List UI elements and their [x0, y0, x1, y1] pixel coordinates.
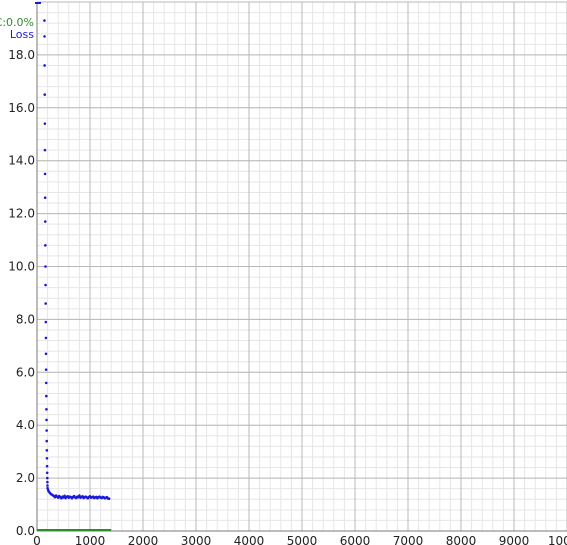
- loss-point: [43, 19, 46, 22]
- loss-point: [43, 148, 47, 152]
- x-tick-label: 8000: [446, 534, 477, 545]
- loss-point: [63, 494, 66, 498]
- loss-point: [45, 464, 49, 468]
- x-tick-label: 10000: [548, 534, 567, 545]
- legend: C:0.0%Loss: [0, 16, 34, 41]
- loss-point: [44, 368, 48, 371]
- legend-entry: Loss: [10, 28, 34, 41]
- y-tick-label: 0.0: [16, 524, 35, 538]
- loss-point: [44, 352, 48, 356]
- loss-point: [43, 122, 47, 125]
- y-tick-labels: 0.0 2.0 4.0 6.0 8.0 10.0 12.0 14.0 16.0 18.0: [8, 48, 35, 538]
- y-tick-label: 2.0: [16, 471, 35, 485]
- loss-point: [45, 449, 49, 452]
- top-marker: [35, 2, 41, 4]
- x-tick-label: 3000: [181, 534, 212, 545]
- loss-point: [45, 456, 49, 460]
- loss-point: [44, 302, 47, 305]
- loss-point: [44, 381, 48, 385]
- y-tick-label: 6.0: [16, 365, 35, 379]
- loss-point: [78, 494, 81, 497]
- loss-point: [44, 265, 47, 268]
- x-tick-label: 9000: [499, 534, 530, 545]
- loss-point: [44, 336, 48, 340]
- loss-point: [44, 244, 47, 247]
- loss-point: [43, 196, 47, 200]
- loss-point: [45, 429, 48, 432]
- loss-point: [46, 480, 49, 484]
- x-tick-label: 6000: [340, 534, 371, 545]
- y-tick-label: 18.0: [8, 48, 35, 62]
- series-loss: [43, 19, 111, 501]
- y-tick-label: 8.0: [16, 312, 35, 326]
- loss-point: [44, 283, 47, 287]
- loss-point: [45, 471, 49, 475]
- loss-point: [46, 484, 49, 487]
- loss-point: [43, 93, 47, 96]
- y-tick-label: 4.0: [16, 418, 35, 432]
- loss-point: [45, 394, 48, 398]
- loss-point: [43, 172, 47, 176]
- loss-point: [45, 476, 49, 480]
- x-tick-label: 0: [33, 534, 41, 545]
- y-tick-label: 10.0: [8, 260, 35, 274]
- x-tick-label: 5000: [287, 534, 318, 545]
- y-tick-label: 14.0: [8, 154, 35, 168]
- y-tick-label: 16.0: [8, 101, 35, 115]
- loss-point: [107, 497, 111, 501]
- loss-point: [43, 35, 46, 38]
- x-tick-label: 7000: [393, 534, 424, 545]
- loss-point: [45, 418, 48, 422]
- loss-point: [43, 220, 47, 223]
- loss-point: [45, 439, 49, 443]
- x-tick-labels: 0 1000 2000 3000 4000 5000 6000 7000 8000 9000 100…: [33, 534, 567, 545]
- series-layer: [35, 2, 112, 531]
- loss-point: [43, 64, 46, 67]
- y-tick-label: 12.0: [8, 207, 35, 221]
- x-tick-label: 2000: [128, 534, 159, 545]
- loss-point: [44, 320, 48, 324]
- legend-entry: C:0.0%: [0, 16, 34, 29]
- axes: [36, 2, 567, 532]
- x-tick-label: 4000: [234, 534, 265, 545]
- loss-point: [45, 408, 48, 411]
- x-tick-label: 1000: [75, 534, 106, 545]
